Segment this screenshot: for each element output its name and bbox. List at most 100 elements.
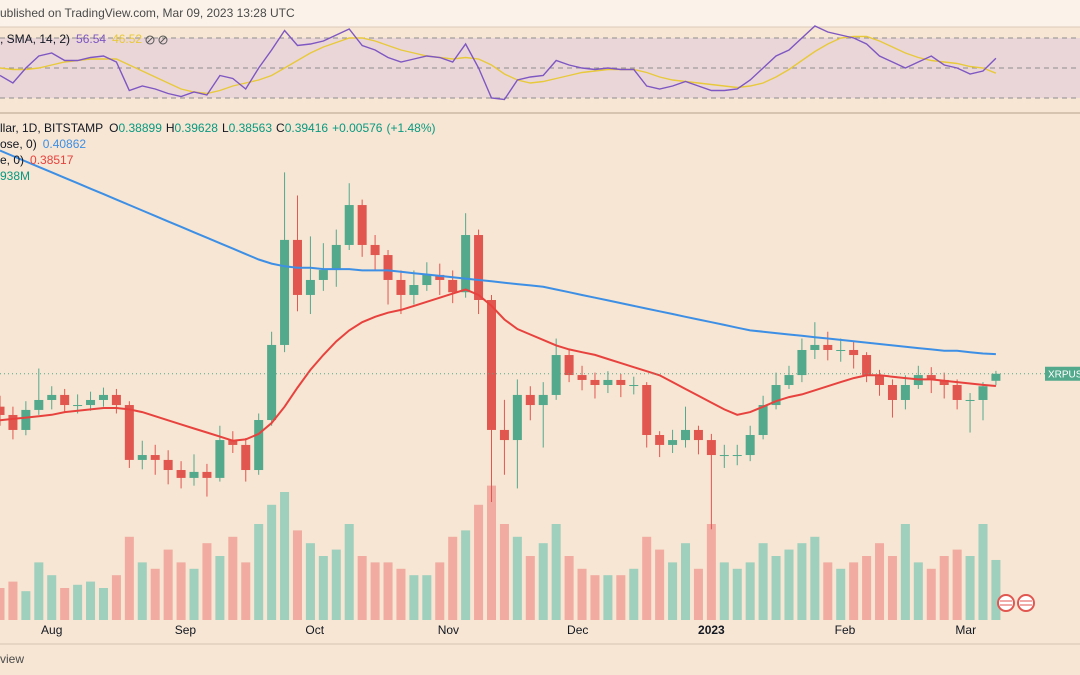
volume-bar — [305, 543, 315, 620]
volume-bar — [98, 588, 108, 620]
x-tick-label: Feb — [835, 623, 856, 637]
candle-body — [642, 385, 652, 436]
candle-body — [862, 355, 872, 376]
volume-bar — [396, 568, 406, 620]
high-value: 0.39628 — [175, 121, 219, 135]
candle-body — [991, 373, 1001, 381]
candle-body — [810, 344, 820, 350]
volume-bar — [991, 559, 1001, 620]
ma-legend: e, 0) 0.38517 — [0, 153, 74, 167]
x-tick-label: Oct — [305, 623, 324, 637]
volume-bar — [176, 562, 186, 620]
candle-body — [331, 244, 341, 271]
candle-body — [681, 429, 691, 441]
rsi-line — [0, 35, 997, 95]
ohlc-prefix: H — [166, 121, 175, 135]
volume-bar — [21, 591, 31, 620]
volume-bar — [254, 524, 264, 620]
volume-bar — [784, 549, 794, 620]
volume-bar — [642, 536, 652, 620]
volume-bar — [370, 562, 380, 620]
candle-body — [538, 394, 548, 406]
volume-bar — [551, 524, 561, 620]
close-value: 0.39416 — [285, 121, 329, 135]
candle-body — [124, 405, 134, 460]
volume-bar — [732, 568, 742, 620]
candle-body — [241, 444, 251, 471]
candle-body — [34, 399, 44, 410]
volume-bar — [875, 543, 885, 620]
candle-body — [900, 385, 910, 400]
ma-value: 0.40862 — [43, 137, 87, 151]
volume-bar — [280, 492, 290, 620]
candle-body — [875, 375, 885, 386]
ma-name: ose, 0) — [0, 137, 37, 151]
volume-bar — [758, 543, 768, 620]
moving-average — [0, 149, 996, 356]
rsi-legend: , SMA, 14, 2) 56.54 46.52 — [0, 32, 142, 46]
ma-legend: ose, 0) 0.40862 — [0, 137, 86, 151]
candle-body — [47, 394, 57, 400]
symbol-title: llar, 1D, BITSTAMP — [0, 121, 103, 135]
volume-bar — [577, 568, 587, 620]
candle-body — [823, 344, 833, 350]
candle-body — [396, 279, 406, 295]
candle-body — [577, 375, 587, 380]
rsi-pane — [0, 25, 1080, 101]
header-bar — [0, 0, 1080, 27]
volume-bar — [357, 556, 367, 620]
candle-body — [370, 244, 380, 256]
volume-bar — [913, 562, 923, 620]
candle-body — [461, 235, 471, 293]
volume-bar — [409, 575, 419, 620]
candle-body — [965, 399, 975, 401]
volume-bar — [965, 556, 975, 620]
candle-body — [939, 379, 949, 386]
candle-body — [952, 385, 962, 400]
volume-bar — [538, 543, 548, 620]
volume-bar — [681, 543, 691, 620]
candle-body — [344, 205, 354, 245]
candle-body — [73, 405, 83, 407]
volume-bar — [823, 562, 833, 620]
volume-bar — [267, 504, 277, 620]
candle-body — [357, 205, 367, 245]
volume-bar — [836, 568, 846, 620]
volume-bar — [8, 581, 18, 620]
ohlc-prefix: L — [222, 121, 229, 135]
price-tag-label: XRPUS — [1048, 369, 1080, 380]
change-pct: (+1.48%) — [386, 121, 435, 135]
candle-body — [849, 349, 859, 356]
candle-body — [499, 429, 509, 441]
volume-bar — [292, 530, 302, 620]
candle-body — [926, 375, 936, 380]
rsi-sma-value: 46.52 — [112, 32, 142, 46]
change: +0.00576 — [332, 121, 383, 135]
candle-body — [267, 344, 277, 421]
candle-body — [745, 435, 755, 456]
volume-bar — [124, 536, 134, 620]
x-tick-label: Nov — [438, 623, 459, 637]
candle-body — [409, 285, 419, 295]
volume-bar — [150, 568, 160, 620]
volume-bar — [163, 549, 173, 620]
candle-body — [189, 471, 199, 478]
volume-bar — [344, 524, 354, 620]
volume-bar — [34, 562, 44, 620]
candle-body — [474, 235, 484, 300]
volume-bar — [745, 562, 755, 620]
volume-bar — [331, 549, 341, 620]
x-tick-label: Sep — [175, 623, 197, 637]
volume-bar — [603, 575, 613, 620]
candle-body — [836, 349, 846, 351]
header-text: ublished on TradingView.com, Mar 09, 202… — [0, 6, 295, 20]
volume-bar — [241, 562, 251, 620]
candle-body — [86, 399, 96, 406]
candle-body — [771, 385, 781, 406]
price-pane: XRPUS — [0, 149, 1080, 530]
footer-text: view — [0, 652, 24, 666]
volume-bar — [422, 575, 432, 620]
candle-body — [978, 386, 988, 400]
volume-bar — [73, 584, 83, 620]
